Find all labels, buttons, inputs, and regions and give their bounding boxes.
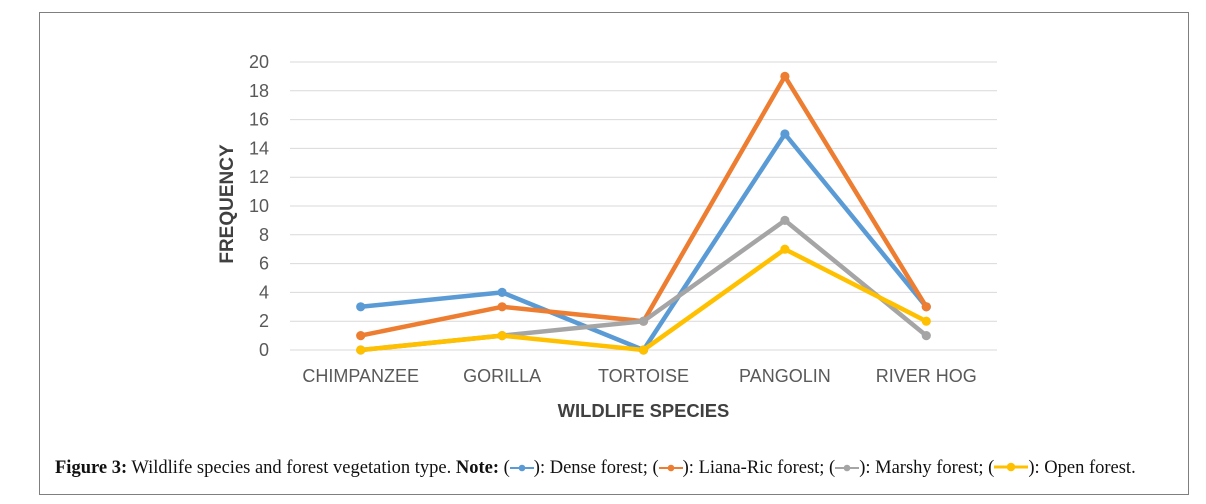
svg-text:10: 10 <box>249 196 269 216</box>
svg-text:PANGOLIN: PANGOLIN <box>739 366 831 386</box>
svg-text:20: 20 <box>249 52 269 72</box>
svg-text:16: 16 <box>249 110 269 130</box>
svg-text:GORILLA: GORILLA <box>463 366 541 386</box>
svg-text:RIVER HOG: RIVER HOG <box>876 366 977 386</box>
svg-text:CHIMPANZEE: CHIMPANZEE <box>302 366 419 386</box>
svg-text:8: 8 <box>259 225 269 245</box>
svg-text:0: 0 <box>259 340 269 360</box>
svg-text:FREQUENCY: FREQUENCY <box>217 144 238 264</box>
svg-text:12: 12 <box>249 167 269 187</box>
svg-text:14: 14 <box>249 138 269 158</box>
svg-text:TORTOISE: TORTOISE <box>598 366 689 386</box>
svg-text:WILDLIFE SPECIES: WILDLIFE SPECIES <box>558 400 730 421</box>
svg-text:6: 6 <box>259 254 269 274</box>
svg-text:18: 18 <box>249 81 269 101</box>
svg-text:4: 4 <box>259 282 269 302</box>
svg-text:2: 2 <box>259 311 269 331</box>
